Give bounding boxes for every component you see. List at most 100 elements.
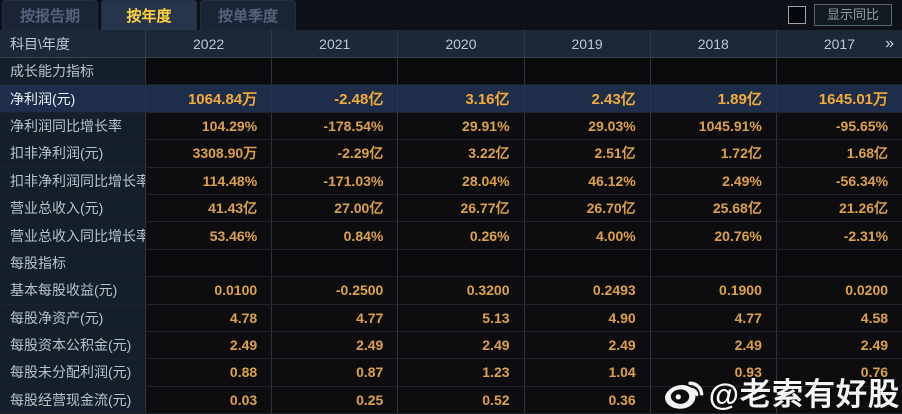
cell-value: 4.77 <box>271 304 398 331</box>
cell-value: 0.88 <box>145 359 272 386</box>
cell-value: 46.12% <box>523 167 650 194</box>
cell-value: 26.77亿 <box>397 194 524 222</box>
cell-value: 0.3200 <box>397 277 524 304</box>
cell-value: 1064.84万 <box>145 85 272 112</box>
table-row[interactable]: 每股资本公积金(元) 2.49 2.49 2.49 2.49 2.49 2.49 <box>0 331 902 360</box>
year-header-2018: 2018 <box>649 30 776 57</box>
cell-value <box>271 249 398 277</box>
table-row[interactable]: 扣非净利润同比增长率 114.48% -171.03% 28.04% 46.12% 2.4… <box>0 167 902 195</box>
row-label: 每股净资产(元) <box>0 304 145 331</box>
table-row[interactable]: 每股经营现金流(元) 0.03 0.25 0.52 0.36 <box>0 386 902 414</box>
table-row[interactable]: 营业总收入(元) 41.43亿 27.00亿 26.77亿 26.70亿 25.68亿 21… <box>0 194 902 223</box>
tab-quarter[interactable]: 按单季度 <box>200 0 296 30</box>
year-header-2019: 2019 <box>523 30 650 57</box>
table-row[interactable]: 净利润(元) 1064.84万 -2.48亿 3.16亿 2.43亿 1.89亿 1645.… <box>0 85 902 113</box>
cell-value <box>649 249 776 277</box>
cell-value <box>523 249 650 277</box>
cell-value: 25.68亿 <box>649 194 776 222</box>
cell-value <box>397 249 524 277</box>
tab-bar: 按报告期 按年度 按单季度 显示同比 <box>0 0 902 30</box>
cell-value <box>649 386 776 414</box>
cell-value: 4.77 <box>649 304 776 331</box>
cell-value: 2.43亿 <box>523 85 650 112</box>
cell-value: 20.76% <box>649 222 776 249</box>
table-header-row: 科目\年度 2022 2021 2020 2019 2018 2017 » <box>0 30 902 58</box>
cell-value: 1045.91% <box>649 112 776 140</box>
cell-value: 0.1900 <box>649 277 776 304</box>
cell-value: 0.87 <box>271 359 398 386</box>
cell-value <box>145 58 272 85</box>
cell-value: 29.03% <box>523 112 650 140</box>
cell-value: -178.54% <box>271 112 398 140</box>
cell-value: 1.72亿 <box>649 140 776 167</box>
cell-value: 2.51亿 <box>523 140 650 167</box>
cell-value: 41.43亿 <box>145 194 272 222</box>
year-header-2020: 2020 <box>397 30 523 57</box>
cell-value: 28.04% <box>397 167 524 194</box>
table-row[interactable]: 每股未分配利润(元) 0.88 0.87 1.23 1.04 0.93 0.76 <box>0 359 902 387</box>
cell-value: 21.26亿 <box>775 194 902 222</box>
cell-value <box>649 58 776 85</box>
cell-value: 1.68亿 <box>775 140 902 167</box>
section-row[interactable]: 成长能力指标 <box>0 58 902 86</box>
cell-value: 4.90 <box>523 304 650 331</box>
period-tabs: 按报告期 按年度 按单季度 <box>0 0 296 30</box>
tab-annual[interactable]: 按年度 <box>101 0 197 30</box>
cell-value: -2.48亿 <box>271 85 398 112</box>
cell-value: 2.49 <box>397 331 524 359</box>
table-row[interactable]: 净利润同比增长率 104.29% -178.54% 29.91% 29.03% 1045.… <box>0 112 902 141</box>
cell-value: 2.49% <box>649 167 776 194</box>
row-label: 营业总收入同比增长率 <box>0 222 145 249</box>
section-row[interactable]: 每股指标 <box>0 249 902 278</box>
show-yoy-checkbox[interactable] <box>787 6 806 24</box>
row-label: 每股指标 <box>0 249 145 277</box>
tab-report-period[interactable]: 按报告期 <box>2 0 98 30</box>
table-rows: 成长能力指标 净利润(元) 1064.84万 -2.48亿 3.16亿 2.43亿 1.89… <box>0 58 902 414</box>
cell-value <box>775 386 902 414</box>
cell-value: -95.65% <box>775 112 902 140</box>
cell-value: -171.03% <box>271 167 398 194</box>
cell-value: 2.49 <box>523 331 650 359</box>
cell-value: 53.46% <box>145 222 272 249</box>
cell-value: 2.49 <box>649 331 776 359</box>
cell-value: 27.00亿 <box>271 194 398 222</box>
cell-value: 0.03 <box>145 386 272 414</box>
row-label: 营业总收入(元) <box>0 194 145 222</box>
cell-value: 4.00% <box>523 222 650 249</box>
cell-value: 0.0200 <box>775 277 902 304</box>
cell-value: 0.36 <box>523 386 650 414</box>
table-row[interactable]: 扣非净利润(元) 3308.90万 -2.29亿 3.22亿 2.51亿 1.72亿 1.6… <box>0 140 902 168</box>
year-header-2017: 2017 » <box>775 30 902 57</box>
show-yoy-button[interactable]: 显示同比 <box>813 4 892 26</box>
row-label: 扣非净利润同比增长率 <box>0 167 145 194</box>
more-years-chevron-icon[interactable]: » <box>885 34 895 52</box>
financials-table: 科目\年度 2022 2021 2020 2019 2018 2017 » 成长… <box>0 30 902 414</box>
cell-value <box>775 58 902 85</box>
cell-value: 0.93 <box>649 359 776 386</box>
cell-value: 4.58 <box>775 304 902 331</box>
table-row[interactable]: 基本每股收益(元) 0.0100 -0.2500 0.3200 0.2493 0.1900… <box>0 277 902 305</box>
row-label: 净利润(元) <box>0 85 145 112</box>
year-label: 2017 <box>823 35 856 52</box>
row-label: 每股未分配利润(元) <box>0 359 145 386</box>
cell-value: -56.34% <box>775 167 902 194</box>
table-row[interactable]: 每股净资产(元) 4.78 4.77 5.13 4.90 4.77 4.58 <box>0 304 902 332</box>
row-label: 基本每股收益(元) <box>0 277 145 304</box>
topbar-controls: 显示同比 <box>787 4 902 30</box>
table-row[interactable]: 营业总收入同比增长率 53.46% 0.84% 0.26% 4.00% 20.76% -2.… <box>0 222 902 250</box>
cell-value: 0.0100 <box>145 277 272 304</box>
cell-value <box>145 249 272 277</box>
row-label: 每股资本公积金(元) <box>0 331 145 359</box>
cell-value: 1.23 <box>397 359 524 386</box>
cell-value: 1.89亿 <box>649 85 776 112</box>
cell-value <box>271 58 398 85</box>
year-header-2021: 2021 <box>271 30 397 57</box>
row-label: 扣非净利润(元) <box>0 140 145 167</box>
cell-value: 114.48% <box>145 167 272 194</box>
cell-value: -2.29亿 <box>271 140 398 167</box>
cell-value: 0.2493 <box>523 277 650 304</box>
cell-value: 2.49 <box>271 331 398 359</box>
cell-value: 3.16亿 <box>397 85 524 112</box>
cell-value: 3.22亿 <box>397 140 524 167</box>
